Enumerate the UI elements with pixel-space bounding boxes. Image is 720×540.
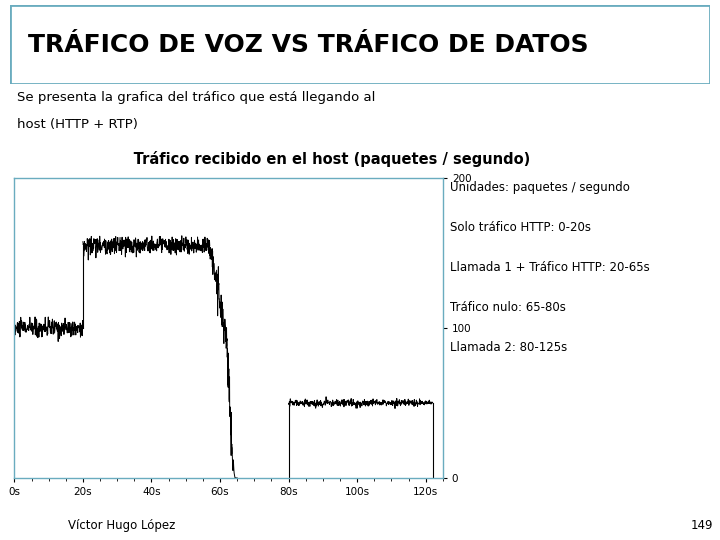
Text: Tráfico recibido en el host (paquetes / segundo): Tráfico recibido en el host (paquetes / …: [108, 151, 531, 167]
Text: Unidades: paquetes / segundo: Unidades: paquetes / segundo: [450, 181, 630, 194]
Text: TRÁFICO DE VOZ VS TRÁFICO DE DATOS: TRÁFICO DE VOZ VS TRÁFICO DE DATOS: [27, 32, 588, 57]
Text: Tráfico nulo: 65-80s: Tráfico nulo: 65-80s: [450, 301, 566, 314]
Text: Víctor Hugo López: Víctor Hugo López: [68, 519, 176, 532]
Text: host (HTTP + RTP): host (HTTP + RTP): [17, 118, 138, 131]
Text: Llamada 2: 80-125s: Llamada 2: 80-125s: [450, 341, 567, 354]
Text: 149: 149: [691, 519, 714, 532]
Text: Llamada 1 + Tráfico HTTP: 20-65s: Llamada 1 + Tráfico HTTP: 20-65s: [450, 261, 649, 274]
Text: Solo tráfico HTTP: 0-20s: Solo tráfico HTTP: 0-20s: [450, 221, 591, 234]
FancyBboxPatch shape: [10, 5, 710, 84]
Text: Se presenta la grafica del tráfico que está llegando al: Se presenta la grafica del tráfico que e…: [17, 91, 375, 104]
